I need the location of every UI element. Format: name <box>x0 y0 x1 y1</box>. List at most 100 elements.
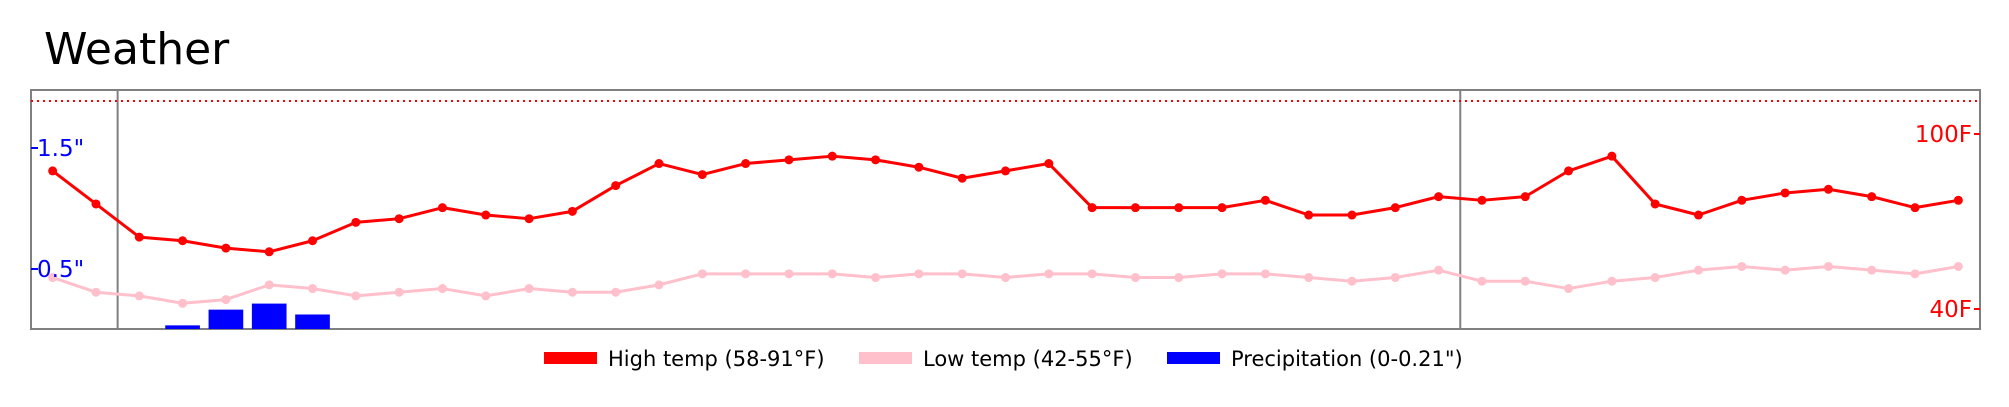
left-tick-label-upper: 1.5" <box>37 136 84 162</box>
data-point <box>1477 195 1487 205</box>
data-point <box>1260 195 1270 205</box>
precip-bar <box>165 325 200 329</box>
data-point <box>1304 273 1314 283</box>
data-point <box>827 269 837 279</box>
vertical-dividers <box>116 90 1462 329</box>
data-point <box>1650 273 1660 283</box>
data-point <box>221 243 231 253</box>
data-point <box>1044 269 1054 279</box>
data-point <box>697 170 707 180</box>
legend-label-precip: Precipitation (0-0.21") <box>1231 347 1463 371</box>
plot-area <box>30 89 1981 330</box>
data-point <box>1001 166 1010 176</box>
data-point <box>1001 273 1010 283</box>
data-point <box>351 291 361 301</box>
data-point <box>654 280 664 290</box>
data-point <box>1347 276 1357 286</box>
data-point <box>1693 265 1703 275</box>
data-point <box>1867 192 1877 202</box>
data-point <box>957 269 967 279</box>
legend-swatch-low <box>859 352 912 364</box>
data-point <box>1910 203 1920 213</box>
precipitation-bars <box>165 303 330 329</box>
data-point <box>1044 159 1054 169</box>
data-point <box>178 298 188 308</box>
data-point <box>48 273 58 283</box>
data-point <box>1693 210 1703 220</box>
data-point <box>871 273 881 283</box>
data-point <box>654 159 664 169</box>
data-point <box>48 166 58 176</box>
series-points <box>48 151 1963 308</box>
precip-bar <box>295 314 330 329</box>
data-point <box>1953 261 1963 271</box>
data-point <box>91 199 101 209</box>
series-line <box>52 264 1959 305</box>
data-point <box>394 214 404 224</box>
data-point <box>914 269 924 279</box>
chart-title: Weather <box>44 24 230 75</box>
data-point <box>351 217 361 227</box>
right-tick-label-upper: 100F <box>1915 122 1972 148</box>
data-point <box>437 203 447 213</box>
data-point <box>697 269 707 279</box>
data-point <box>1823 261 1833 271</box>
data-point <box>308 236 318 246</box>
right-tick-label-lower: 40F <box>1930 297 1973 323</box>
data-point <box>1737 195 1747 205</box>
data-point <box>784 269 794 279</box>
data-point <box>1434 192 1444 202</box>
data-point <box>1434 265 1444 275</box>
data-point <box>1477 276 1487 286</box>
data-point <box>611 181 621 191</box>
data-point <box>178 236 188 246</box>
data-point <box>1910 269 1920 279</box>
data-point <box>437 284 447 294</box>
data-point <box>481 291 491 301</box>
data-point <box>914 162 924 172</box>
data-point <box>524 284 534 294</box>
data-point <box>394 287 404 297</box>
data-point <box>1650 199 1660 209</box>
data-point <box>741 269 751 279</box>
data-point <box>784 155 794 165</box>
data-point <box>1217 203 1227 213</box>
data-point <box>264 280 274 290</box>
data-point <box>1087 203 1097 213</box>
data-point <box>567 206 577 216</box>
data-point <box>1174 273 1184 283</box>
data-point <box>134 232 144 242</box>
legend-label-low: Low temp (42-55°F) <box>923 347 1133 371</box>
data-point <box>481 210 491 220</box>
data-point <box>1780 265 1790 275</box>
legend-swatch-high <box>544 352 597 364</box>
data-point <box>1564 166 1574 176</box>
data-point <box>1780 188 1790 198</box>
left-tick-label-lower: 0.5" <box>37 257 84 283</box>
data-point <box>611 287 621 297</box>
legend-swatch-precip <box>1167 352 1220 364</box>
data-point <box>264 247 274 257</box>
data-point <box>91 287 101 297</box>
data-point <box>1174 203 1184 213</box>
data-point <box>1953 195 1963 205</box>
data-point <box>1607 151 1617 161</box>
data-point <box>1304 210 1314 220</box>
data-point <box>1130 273 1140 283</box>
data-point <box>1260 269 1270 279</box>
data-point <box>871 155 881 165</box>
data-point <box>827 151 837 161</box>
data-point <box>221 295 231 305</box>
data-point <box>957 173 967 183</box>
data-point <box>1520 276 1530 286</box>
precip-bar <box>251 303 287 329</box>
legend-label-high: High temp (58-91°F) <box>608 347 825 371</box>
data-point <box>1823 184 1833 194</box>
data-point <box>1737 261 1747 271</box>
data-point <box>134 291 144 301</box>
data-point <box>1390 203 1400 213</box>
data-point <box>1564 284 1574 294</box>
data-point <box>567 287 577 297</box>
data-point <box>1087 269 1097 279</box>
